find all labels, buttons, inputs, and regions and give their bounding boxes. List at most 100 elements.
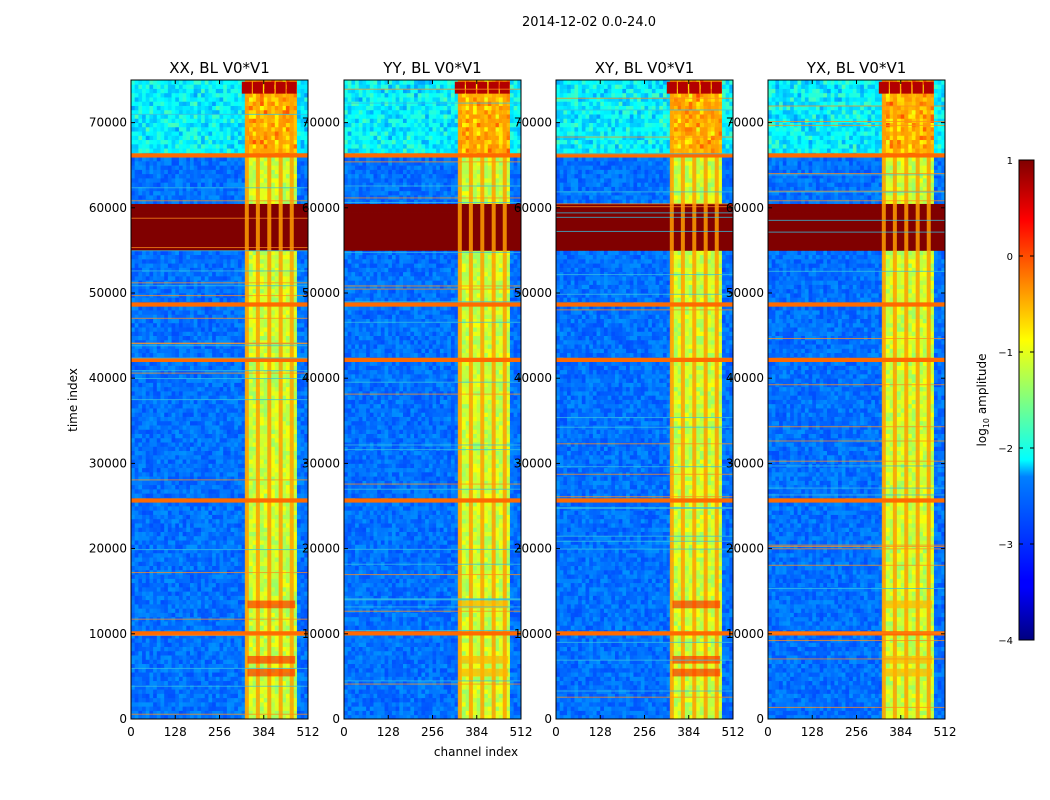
rfi-line bbox=[344, 449, 521, 451]
rfi-line bbox=[768, 658, 945, 660]
rfi-line bbox=[131, 370, 308, 372]
y-tick-label: 40000 bbox=[514, 371, 552, 385]
rfi-line bbox=[556, 507, 733, 509]
colorbar-tick-label: −4 bbox=[998, 636, 1013, 647]
colorbar: −4 −3 −2 −1 0 1 log10 amplitude bbox=[975, 156, 1035, 647]
rfi-line bbox=[344, 251, 521, 253]
y-tick-label: 10000 bbox=[302, 627, 340, 641]
rfi-line bbox=[768, 706, 945, 708]
rfi-line bbox=[768, 588, 945, 590]
rfi-line bbox=[131, 270, 308, 272]
bright-time-patch bbox=[672, 668, 721, 677]
rfi-line bbox=[344, 444, 521, 446]
rfi-line bbox=[131, 295, 308, 297]
bright-channel-cell bbox=[901, 81, 912, 94]
rfi-line bbox=[556, 309, 733, 311]
y-tick-label: 20000 bbox=[89, 542, 127, 556]
rfi-line bbox=[556, 548, 733, 550]
bright-channel-cell bbox=[465, 81, 476, 94]
rfi-line bbox=[344, 483, 521, 485]
x-tick-label: 256 bbox=[633, 725, 656, 739]
rfi-line bbox=[344, 683, 521, 685]
x-axis-label: channel index bbox=[434, 745, 518, 759]
y-tick-label: 50000 bbox=[514, 286, 552, 300]
panel-1: YY, BL V0*V1 0 128 256 384 512 0 10000 20000 3000… bbox=[302, 59, 533, 739]
bright-channel-cell bbox=[700, 81, 711, 94]
flagged-time-band bbox=[344, 357, 521, 363]
x-tick-label: 384 bbox=[465, 725, 488, 739]
figure-suptitle: 2014-12-02 0.0-24.0 bbox=[522, 15, 656, 30]
rfi-line bbox=[344, 288, 521, 290]
rfi-line bbox=[556, 443, 733, 445]
rfi-line bbox=[556, 496, 733, 498]
y-tick-label: 40000 bbox=[302, 371, 340, 385]
rfi-line bbox=[768, 105, 945, 107]
heatmap-image bbox=[344, 80, 521, 719]
colorbar-label-rest: amplitude bbox=[975, 354, 989, 418]
bright-channel-column bbox=[491, 80, 496, 719]
bright-channel-column bbox=[480, 80, 485, 719]
colorbar-label: log10 amplitude bbox=[975, 354, 991, 447]
x-tick-label: 0 bbox=[552, 725, 560, 739]
y-tick-label: 0 bbox=[332, 712, 340, 726]
bright-channel-column bbox=[703, 80, 708, 719]
rfi-line bbox=[131, 713, 308, 715]
y-tick-label: 10000 bbox=[726, 627, 764, 641]
rfi-line bbox=[556, 206, 733, 208]
bright-channel-cell bbox=[241, 81, 252, 94]
rfi-line bbox=[556, 203, 733, 205]
rfi-line bbox=[344, 185, 521, 187]
rfi-line bbox=[131, 685, 308, 687]
rfi-line bbox=[344, 629, 521, 631]
x-tick-label: 128 bbox=[377, 725, 400, 739]
rfi-line bbox=[556, 97, 733, 99]
rfi-line bbox=[768, 173, 945, 175]
bright-channel-column bbox=[714, 80, 719, 719]
rfi-line bbox=[344, 102, 521, 104]
rfi-line bbox=[131, 399, 308, 401]
bright-time-patch bbox=[884, 668, 933, 677]
rfi-line bbox=[131, 342, 308, 344]
rfi-line bbox=[131, 357, 308, 359]
flagged-time-band bbox=[556, 302, 733, 307]
bright-channel-column bbox=[892, 80, 897, 719]
y-tick-label: 60000 bbox=[89, 201, 127, 215]
rfi-line bbox=[344, 606, 521, 608]
bright-channel-cell bbox=[252, 81, 263, 94]
bright-channel-column bbox=[502, 80, 507, 719]
x-tick-label: 512 bbox=[297, 725, 320, 739]
bright-time-patch bbox=[460, 655, 509, 664]
rfi-line bbox=[556, 293, 733, 295]
rfi-line bbox=[344, 197, 521, 199]
panel-title: XX, BL V0*V1 bbox=[169, 59, 270, 77]
panel-title: YY, BL V0*V1 bbox=[382, 59, 481, 77]
rfi-line bbox=[556, 417, 733, 419]
bright-channel-cell bbox=[666, 81, 677, 94]
x-tick-label: 0 bbox=[340, 725, 348, 739]
flagged-time-band bbox=[344, 302, 521, 307]
flagged-time-band bbox=[556, 631, 733, 636]
bright-channel-column bbox=[669, 80, 674, 719]
rfi-line bbox=[131, 372, 308, 374]
rfi-line bbox=[131, 187, 308, 189]
bright-channel-column bbox=[692, 80, 697, 719]
bright-time-patch bbox=[247, 600, 296, 609]
rfi-line bbox=[131, 618, 308, 620]
bright-time-patch bbox=[460, 668, 509, 677]
rfi-line bbox=[768, 460, 945, 462]
y-tick-label: 20000 bbox=[726, 542, 764, 556]
rfi-line bbox=[768, 219, 945, 221]
rfi-line bbox=[556, 535, 733, 537]
y-tick-label: 0 bbox=[544, 712, 552, 726]
panel-3: YX, BL V0*V1 0 128 256 384 512 0 10000 20000 3000… bbox=[726, 59, 957, 739]
rfi-line bbox=[131, 113, 308, 115]
flagged-time-band bbox=[556, 153, 733, 158]
bright-channel-cell bbox=[488, 81, 499, 94]
rfi-line bbox=[768, 231, 945, 233]
bright-time-patch bbox=[672, 600, 721, 609]
rfi-line bbox=[344, 285, 521, 287]
y-tick-label: 20000 bbox=[514, 542, 552, 556]
x-tick-label: 128 bbox=[164, 725, 187, 739]
rfi-line bbox=[344, 599, 521, 601]
x-tick-label: 256 bbox=[845, 725, 868, 739]
